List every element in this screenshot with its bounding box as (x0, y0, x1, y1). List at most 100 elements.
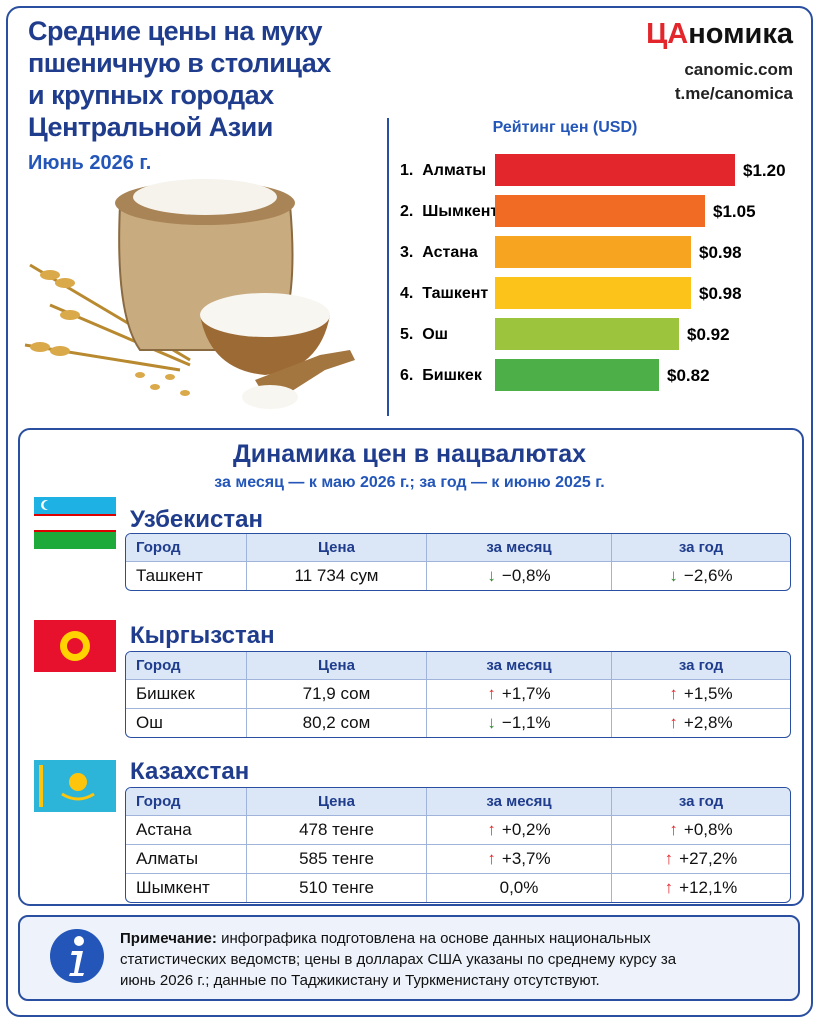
change: ↑ +0,8% (611, 815, 790, 844)
value-label: $0.98 (699, 284, 742, 303)
change-value: −1,1% (501, 713, 551, 732)
arrow-down: ↓ (669, 566, 678, 585)
bar (495, 359, 659, 391)
section-title: Динамика цен в нацвалютах (232, 440, 586, 468)
arrow-up: ↑ (487, 849, 496, 868)
note: Примечание: инфографика подготовлена на … (120, 928, 680, 991)
section-subtitle: за месяц — к маю 2026 г.; за год — к июн… (214, 474, 605, 491)
category-label: 6. Бишкек (400, 367, 483, 384)
change-value: +27,2% (679, 849, 738, 868)
price: 71,9 сом (246, 679, 426, 708)
header-row: Город Цена за месяц за год (126, 534, 790, 561)
frame (6, 6, 813, 1017)
brand: ЦАномика (646, 18, 793, 51)
bowl-flour (200, 293, 330, 337)
row: Ош 80,2 сом ↓ −1,1% ↑ +2,8% (126, 708, 790, 737)
price: 11 734 сум (246, 561, 426, 590)
divider (387, 118, 389, 416)
bar (495, 277, 691, 309)
column-header: Город (126, 652, 246, 679)
column-header: за месяц (426, 534, 611, 561)
change: 0,0% (426, 873, 611, 902)
city: Астана (126, 815, 246, 844)
arrow-down: ↓ (487, 713, 496, 732)
price: 585 тенге (246, 844, 426, 873)
wheat-grains (30, 270, 190, 396)
column-header: за месяц (426, 788, 611, 815)
flour-illustration (24, 179, 355, 409)
change: ↑ +2,8% (611, 708, 790, 737)
change-value: 0,0% (499, 878, 539, 897)
price: 510 тенге (246, 873, 426, 902)
column-header: за месяц (426, 652, 611, 679)
spilled-flour (242, 385, 298, 409)
country-name: Узбекистан (130, 506, 263, 533)
change: ↑ +27,2% (611, 844, 790, 873)
price: 80,2 сом (246, 708, 426, 737)
column-header: Город (126, 788, 246, 815)
title-line: и крупных городах (28, 80, 274, 110)
subtitle: Июнь 2026 г. (28, 152, 152, 174)
arrow-down: ↓ (487, 566, 496, 585)
change: ↓ −0,8% (426, 561, 611, 590)
change-value: +0,2% (501, 820, 551, 839)
arrow-up: ↑ (669, 684, 678, 703)
flag-kyrgyzstan (34, 620, 116, 672)
value-label: $1.20 (743, 161, 786, 180)
change: ↑ +0,2% (426, 815, 611, 844)
change-value: +3,7% (501, 849, 551, 868)
brand-accent: ЦА (646, 18, 689, 50)
row: Шымкент 510 тенге 0,0% ↑ +12,1% (126, 873, 790, 902)
bar (495, 236, 691, 268)
header-row: Город Цена за месяц за год (126, 788, 790, 815)
category-label: 1. Алматы (400, 162, 486, 179)
link: canomic.com (684, 60, 793, 79)
city: Бишкек (126, 679, 246, 708)
value-label: $0.98 (699, 243, 742, 262)
country-name: Казахстан (130, 758, 250, 785)
price-table: Город Цена за месяц за год Астана 478 тенге ↑ +… (125, 787, 791, 903)
title-line: пшеничную в столицах (28, 48, 331, 78)
column-header: Цена (246, 534, 426, 561)
bar (495, 154, 735, 186)
change-value: +12,1% (679, 878, 738, 897)
arrow-up: ↑ (487, 820, 496, 839)
change-value: +1,7% (501, 684, 551, 703)
city: Шымкент (126, 873, 246, 902)
change: ↑ +1,7% (426, 679, 611, 708)
brand-rest: номика (688, 18, 793, 50)
change-value: +2,8% (683, 713, 733, 732)
flag-kazakhstan (34, 760, 116, 812)
dynamics-panel (18, 428, 804, 906)
title-line: Центральной Азии (28, 112, 273, 142)
city: Ташкент (126, 561, 246, 590)
arrow-up: ↑ (669, 820, 678, 839)
bar (495, 195, 705, 227)
note-label: Примечание: (120, 930, 217, 947)
note-box (18, 915, 800, 1001)
change-value: +0,8% (683, 820, 733, 839)
country-name: Кыргызстан (130, 622, 275, 649)
column-header: Цена (246, 652, 426, 679)
category-label: 5. Ош (400, 326, 448, 343)
column-header: за год (611, 788, 790, 815)
change-value: −0,8% (501, 566, 551, 585)
price: 478 тенге (246, 815, 426, 844)
arrow-up: ↑ (669, 713, 678, 732)
header-row: Город Цена за месяц за год (126, 652, 790, 679)
category-label: 3. Астана (400, 244, 478, 261)
flag-uzbekistan (34, 497, 116, 549)
value-label: $0.92 (687, 325, 730, 344)
arrow-up: ↑ (664, 878, 674, 897)
change: ↑ +3,7% (426, 844, 611, 873)
change: ↑ +1,5% (611, 679, 790, 708)
column-header: Цена (246, 788, 426, 815)
change-value: −2,6% (683, 566, 733, 585)
bar (495, 318, 679, 350)
price-table: Город Цена за месяц за год Ташкент 11 734 сум… (125, 533, 791, 591)
bar-chart: Рейтинг цен (USD) 1. Алматы $1.20 2. Шымке… (400, 119, 786, 391)
arrow-up: ↑ (664, 849, 674, 868)
change: ↓ −2,6% (611, 561, 790, 590)
change: ↓ −1,1% (426, 708, 611, 737)
